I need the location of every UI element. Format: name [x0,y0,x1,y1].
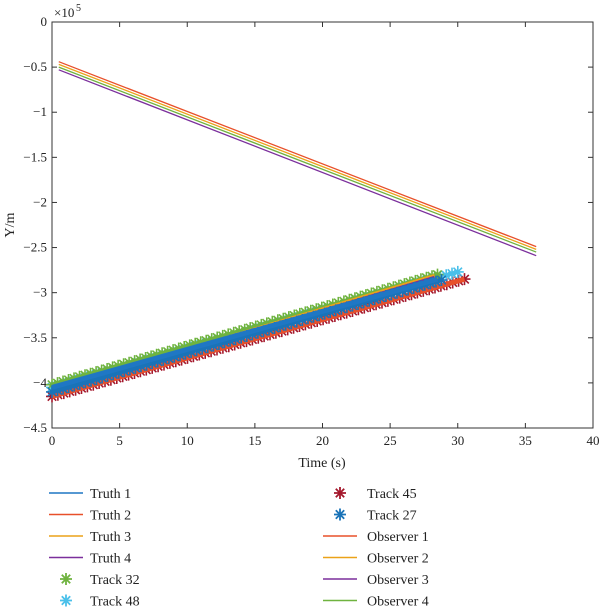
series-line [58,63,537,250]
y-tick-label: −4 [33,375,47,390]
legend-label: Track 48 [90,595,140,610]
legend-label: Truth 1 [90,487,131,502]
y-exponent-label: ×10 [54,5,74,20]
y-tick-label: −2.5 [23,240,47,255]
legend-item: Truth 4 [49,552,131,567]
legend-item: Track 27 [334,508,417,524]
legend-label: Track 45 [367,487,417,502]
legend-marker [60,594,72,607]
x-tick-label: 15 [248,433,261,448]
y-tick-label: −1 [33,104,47,119]
legend-label: Truth 3 [90,530,131,545]
y-tick-label: −3 [33,285,47,300]
legend-label: Truth 4 [90,552,131,567]
legend-marker [60,573,72,585]
legend-label: Observer 2 [367,552,429,567]
legend-label: Observer 3 [367,573,429,588]
legend: Truth 1 Truth 2 Truth 3 Truth 4 Track 32 Trac… [49,487,429,610]
legend-item: Truth 2 [49,509,131,524]
y-exponent-power: 5 [76,3,81,14]
legend-item: Observer 3 [323,573,429,588]
legend-label: Observer 1 [367,530,429,545]
series-line [51,276,439,390]
legend-item: Observer 4 [323,595,429,610]
x-tick-label: 25 [384,433,397,448]
series-line [58,69,537,257]
series-line [58,66,537,253]
legend-item: Track 48 [60,594,140,610]
legend-item: Truth 1 [49,487,131,502]
x-axis-ticks: 0 5 10 15 20 25 30 35 40 [49,22,600,448]
legend-item: Observer 2 [323,552,429,567]
legend-item: Truth 3 [49,530,131,545]
legend-item: Observer 1 [323,530,429,545]
legend-item: Track 32 [60,573,140,588]
legend-marker [334,487,346,499]
y-axis-ticks: 0 −0.5 −1 −1.5 −2 −2.5 −3 −3.5 −4 −4.5 [23,14,593,435]
y-axis-label: Y/m [3,212,18,237]
x-axis-label: Time (s) [298,456,346,471]
x-tick-label: 0 [49,433,56,448]
x-tick-label: 5 [116,433,123,448]
y-tick-label: −2 [33,194,47,209]
series-truth-1 [51,276,439,390]
legend-label: Track 32 [90,573,140,588]
legend-label: Track 27 [367,509,417,524]
y-tick-label: −1.5 [23,149,47,164]
legend-label: Observer 4 [367,595,429,610]
x-tick-label: 20 [316,433,329,448]
y-tick-label: 0 [41,14,48,29]
legend-marker [334,508,346,521]
series-observer-2 [58,63,537,250]
legend-label: Truth 2 [90,509,131,524]
y-tick-label: −3.5 [23,330,47,345]
series-observer-3 [58,69,537,257]
x-tick-label: 35 [519,433,532,448]
x-tick-label: 30 [451,433,464,448]
y-tick-label: −4.5 [23,420,47,435]
y-tick-label: −0.5 [23,59,47,74]
x-tick-label: 40 [587,433,600,448]
series-layer [46,61,537,403]
series-observer-4 [58,66,537,253]
series-line [58,61,537,248]
legend-item: Track 45 [334,487,417,502]
x-tick-label: 10 [181,433,194,448]
series-observer-1 [58,61,537,248]
